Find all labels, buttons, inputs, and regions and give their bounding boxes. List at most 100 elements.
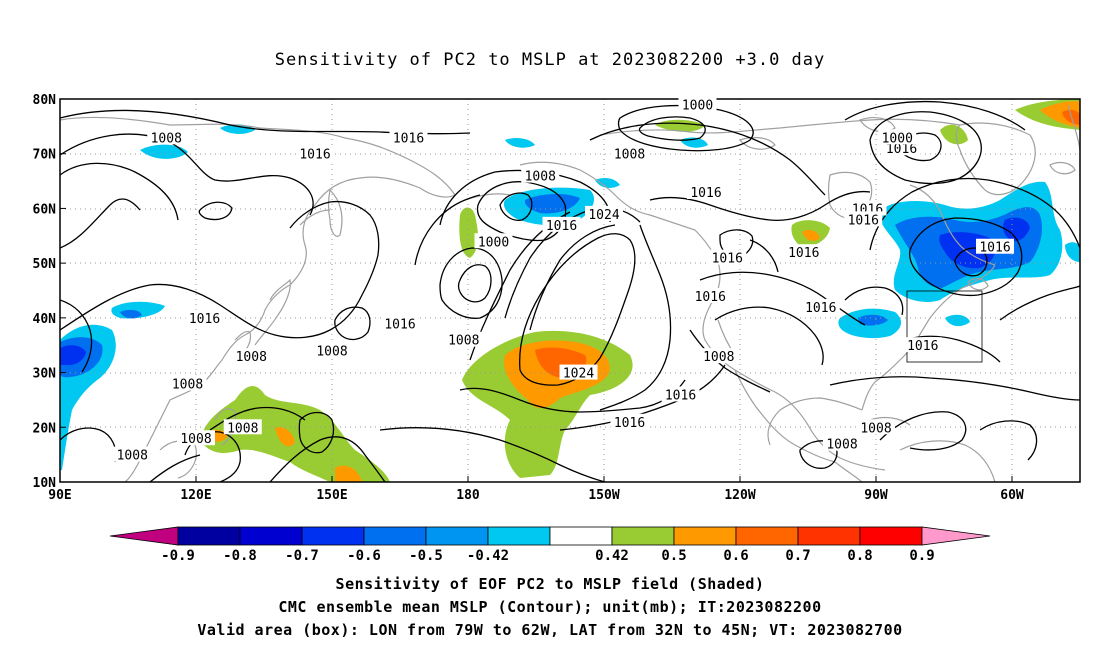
contour-label: 1016 <box>805 301 836 316</box>
contour-label: 1008 <box>180 432 211 447</box>
contour-label: 1008 <box>860 421 891 436</box>
colorbar-box <box>301 526 365 546</box>
shade-blue-kamchatka2 <box>524 194 580 214</box>
contour-pacific-east <box>749 239 779 273</box>
contour-atlantic-high <box>904 335 1001 363</box>
shade-blue-alaska <box>595 177 620 188</box>
contour-arctic-1016 <box>589 122 826 196</box>
contour-label-bg <box>232 348 271 364</box>
contour-pac-1008 <box>439 247 503 319</box>
colorbar-box <box>239 526 303 546</box>
contour-label: 1008 <box>525 170 556 185</box>
contour-label-bg <box>691 287 730 303</box>
shade-blue-siberia2 <box>220 124 255 134</box>
contour-pac-1016 <box>414 194 481 266</box>
colorbar-box <box>549 526 613 546</box>
contour-layer <box>60 100 1080 482</box>
colorbar-box <box>177 526 241 546</box>
contour-label: 1008 <box>151 131 182 146</box>
contour-label-bg <box>296 145 334 161</box>
contour-us-1016 <box>699 271 866 326</box>
contour-westpac-low2 <box>298 411 335 454</box>
coast-newfoundland <box>967 277 989 291</box>
contour-aleutian-low-1000 <box>499 192 533 221</box>
map-frame <box>59 98 1081 483</box>
contour-labels: 1016 1016 1016 1016 1016 1016 1016 1016 1016 1016… <box>113 96 1014 464</box>
coast-mexico <box>734 369 836 463</box>
lat-label: 70N <box>33 148 57 163</box>
coast-philippines <box>214 408 237 446</box>
contour-label-bg <box>878 129 917 145</box>
colorbar-box <box>735 526 799 546</box>
contour-label: 1008 <box>172 378 203 393</box>
contour-label-bg <box>784 244 823 260</box>
contour-label: 1000 <box>882 131 913 146</box>
contour-greenland-1008 <box>869 111 982 185</box>
shade-orange-canada <box>802 230 820 241</box>
shade-blue-eastatl <box>1065 242 1080 262</box>
shade-blue-arctic <box>505 137 535 148</box>
contour-label-bg <box>857 419 895 435</box>
contour-label: 1008 <box>316 345 347 360</box>
lon-label: 90E <box>48 488 71 503</box>
coast-canada-arctic <box>599 118 961 136</box>
contour-siberia-low <box>198 201 233 221</box>
contour-1016-west <box>60 162 179 221</box>
valid-area-box <box>906 290 983 363</box>
coast-labrador <box>909 184 996 266</box>
shade-orange-arctic-core <box>1062 109 1080 125</box>
colorbar-label: -0.5 <box>409 548 443 564</box>
contour-high-1016b <box>459 379 686 413</box>
contour-label: 1016 <box>848 213 879 228</box>
contour-label: 1016 <box>614 416 645 431</box>
contour-label-bg <box>699 348 738 364</box>
contour-label-bg <box>168 375 207 391</box>
contour-label: 1000 <box>478 235 509 250</box>
contour-label: 1016 <box>712 252 743 267</box>
shade-blue-siberia <box>140 144 188 159</box>
colorbar: -0.9 -0.8 -0.7 -0.6 -0.5 -0.42 0.42 0.5 0.6 0.7 0.… <box>109 526 991 564</box>
contour-lowlat-1008 <box>379 427 606 482</box>
contour-label: 1008 <box>236 350 267 365</box>
lat-label: 80N <box>33 93 57 108</box>
contour-label-bg <box>687 184 725 200</box>
lat-label: 10N <box>33 476 57 491</box>
colorbar-label: 0.9 <box>909 548 934 564</box>
contour-1016-south <box>149 454 201 482</box>
lat-label: 20N <box>33 421 57 436</box>
contour-label: 1016 <box>189 312 220 327</box>
contour-label-bg <box>678 96 717 112</box>
contour-caribbean-1008 <box>879 411 967 451</box>
contour-label-bg <box>147 129 186 145</box>
contour-label: 1008 <box>614 148 645 163</box>
contour-label-bg <box>542 216 581 232</box>
colorbar-box <box>611 526 675 546</box>
contour-central-pac <box>334 306 371 341</box>
contour-label: 1016 <box>546 219 577 234</box>
contour-us-1008b <box>689 329 771 393</box>
lon-label: 90W <box>864 488 888 503</box>
map-title: Sensitivity of PC2 to MSLP at 2023082200… <box>274 50 826 70</box>
contour-label: 1000 <box>682 98 713 113</box>
contour-label: 1008 <box>703 350 734 365</box>
caption-line-1: Sensitivity of EOF PC2 to MSLP field (Sh… <box>335 575 765 593</box>
contour-label: 1008 <box>448 334 479 349</box>
longitude-labels: 90E 120E 150E 180 150W 120W 90W 60W <box>48 476 1024 503</box>
coast-gulf <box>767 397 863 446</box>
contour-label: 1016 <box>384 317 415 332</box>
contour-atlantic-low <box>954 247 988 277</box>
colorbar-label: 0.7 <box>785 548 810 564</box>
contour-label: 1016 <box>886 142 917 157</box>
contour-pacific-1008 <box>269 436 386 482</box>
contour-label: 1024 <box>563 367 594 382</box>
contour-label-bg <box>585 205 623 221</box>
contour-label-bg <box>708 249 747 265</box>
contour-high-1008 <box>559 364 726 431</box>
coast-iceland <box>1049 161 1076 175</box>
contour-south-1008 <box>979 420 1038 461</box>
contour-label-bg <box>976 238 1014 254</box>
latitude-labels: 80N 70N 60N 50N 40N 30N 20N 10N <box>33 93 66 491</box>
shade-blue-china3 <box>60 345 86 366</box>
contour-arctic-1000 <box>638 116 706 141</box>
colorbar-label: -0.9 <box>161 548 195 564</box>
